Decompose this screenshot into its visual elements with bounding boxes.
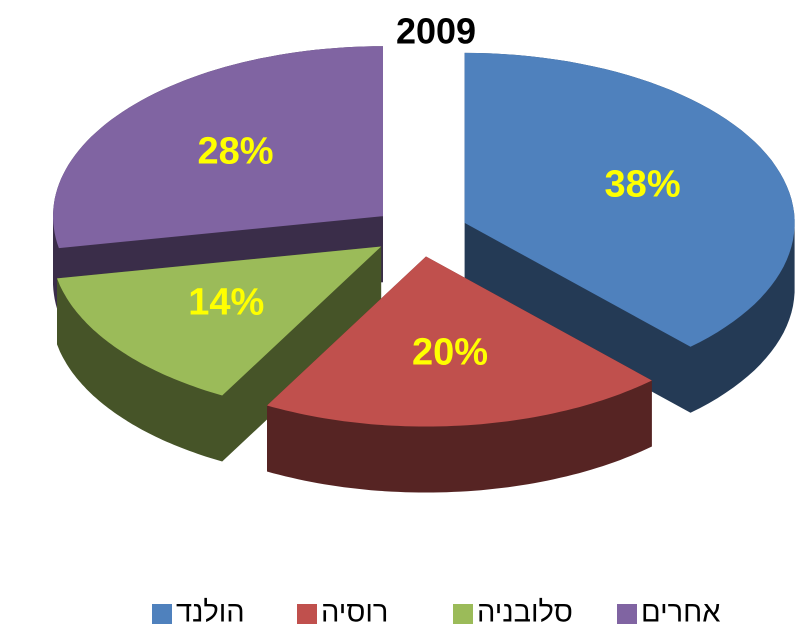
chart-title: 2009 xyxy=(396,11,476,52)
data-label: 38% xyxy=(605,164,681,206)
slice xyxy=(53,46,383,249)
data-label: 14% xyxy=(188,282,264,324)
legend: הולנד רוסיה סלובניה אחרים xyxy=(152,597,720,629)
slice xyxy=(267,256,652,427)
data-label: 28% xyxy=(198,130,274,172)
slice xyxy=(464,52,795,347)
legend-label: הולנד xyxy=(176,597,245,629)
slice xyxy=(57,246,382,396)
legend-swatch xyxy=(617,604,637,624)
data-label: 20% xyxy=(412,331,488,373)
legend-label: סלובניה xyxy=(477,597,573,629)
legend-label: רוסיה xyxy=(321,597,388,629)
legend-swatch xyxy=(453,604,473,624)
legend-label: אחרים xyxy=(641,597,720,629)
legend-swatch xyxy=(297,604,317,624)
legend-swatch xyxy=(152,604,172,624)
